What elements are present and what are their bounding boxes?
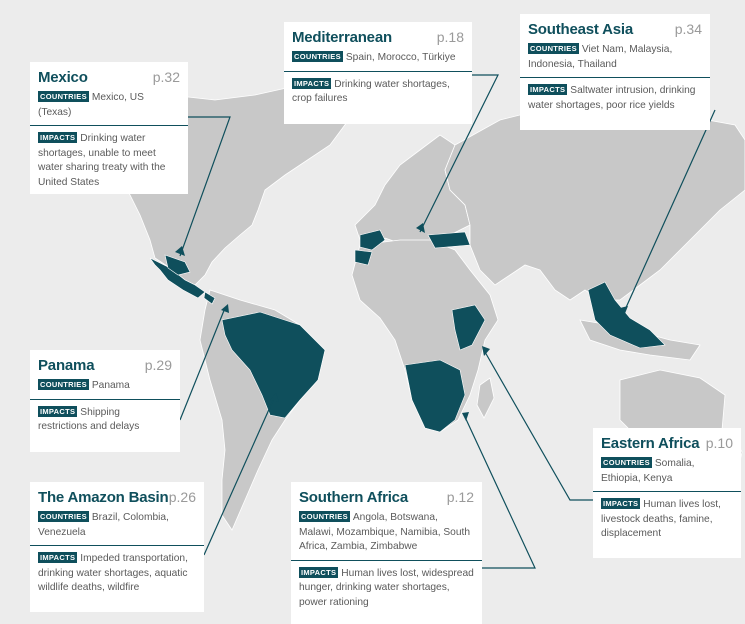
region-title: Panama	[38, 357, 95, 374]
countries-tag: COUNTRIES	[38, 379, 89, 390]
countries-tag: COUNTRIES	[38, 511, 89, 522]
page-reference: p.34	[674, 21, 702, 37]
countries-text: Viet Nam, Malaysia, Indonesia, Thailand	[528, 44, 673, 70]
page-reference: p.10	[705, 435, 733, 451]
impacts-tag: IMPACTS	[292, 77, 332, 89]
land-asia	[444, 104, 745, 301]
impacts-text: Drinking water shortages, crop failures	[292, 78, 450, 105]
leader-southeast-asia	[623, 109, 716, 313]
leader-amazon	[203, 395, 276, 556]
impacts-text: Human lives lost, livestock deaths, fami…	[601, 499, 721, 539]
countries-tag: COUNTRIES	[292, 51, 343, 62]
impacts-text: Impeded transportation, drinking water s…	[38, 553, 188, 593]
divider	[284, 70, 472, 72]
drought-amazon	[221, 311, 326, 419]
divider	[593, 491, 741, 492]
impacts-tag: IMPACTS	[299, 566, 339, 578]
divider	[30, 545, 204, 546]
impacts-text: Saltwater intrusion, drinking water shor…	[528, 85, 696, 111]
impacts-text: Shipping restrictions and delays	[38, 406, 140, 433]
countries-text: Spain, Morocco, Türkiye	[345, 52, 456, 63]
divider	[30, 125, 188, 126]
page-reference: p.26	[168, 489, 196, 505]
region-card-eastern-africa[interactable]: Eastern Africa p.10 COUNTRIES Somalia, Et…	[593, 428, 741, 558]
impacts-tag: IMPACTS	[528, 84, 568, 95]
drought-panama	[203, 291, 216, 305]
region-title: Eastern Africa	[601, 435, 700, 452]
land-madagascar	[476, 377, 495, 419]
region-title: The Amazon Basin	[38, 489, 169, 506]
region-title: Mexico	[38, 69, 88, 86]
divider	[291, 559, 482, 561]
leader-mexico	[179, 116, 231, 257]
impacts-text: Drinking water shortages, unable to meet…	[38, 133, 166, 188]
region-title: Mediterranean	[292, 29, 392, 46]
region-card-panama[interactable]: Panama p.29 COUNTRIES Panama IMPACTS Shipp…	[30, 350, 180, 452]
impacts-text: Human lives lost, widespread hunger, dri…	[299, 567, 474, 608]
divider	[30, 398, 180, 400]
drought-eastern-africa	[451, 304, 486, 351]
leader-panama	[179, 307, 226, 421]
countries-tag: COUNTRIES	[38, 91, 89, 102]
region-card-mediterranean[interactable]: Mediterranean p.18 COUNTRIES Spain, Moroc…	[284, 22, 472, 124]
divider	[520, 77, 710, 78]
drought-texas	[164, 254, 191, 276]
page-reference: p.18	[436, 29, 464, 45]
countries-text: Panama	[91, 380, 130, 391]
drought-spain	[359, 229, 386, 251]
drought-southern-africa	[404, 359, 466, 433]
impacts-tag: IMPACTS	[38, 405, 78, 417]
countries-tag: COUNTRIES	[299, 511, 350, 522]
impacts-tag: IMPACTS	[601, 498, 641, 509]
impacts-tag: IMPACTS	[38, 132, 78, 143]
page-reference: p.29	[144, 357, 172, 373]
region-card-southeast-asia[interactable]: Southeast Asia p.34 COUNTRIES Viet Nam, M…	[520, 14, 710, 130]
region-card-southern-africa[interactable]: Southern Africa p.12 COUNTRIES Angola, Bo…	[291, 482, 482, 624]
countries-tag: COUNTRIES	[528, 43, 579, 54]
drought-morocco	[354, 249, 373, 266]
page-reference: p.12	[446, 489, 474, 505]
leader-southern-africa	[464, 416, 536, 569]
drought-turkiye	[427, 231, 471, 249]
impacts-tag: IMPACTS	[38, 552, 78, 563]
region-title: Southern Africa	[299, 489, 408, 506]
countries-text: Angola, Botswana, Malawi, Mozambique, Na…	[299, 512, 470, 552]
leader-eastern-africa	[484, 351, 593, 501]
drought-mexico	[149, 257, 206, 299]
drought-southeast-asia	[587, 281, 666, 349]
countries-text: Mexico, US (Texas)	[38, 92, 144, 118]
region-title: Southeast Asia	[528, 21, 634, 38]
region-card-amazon[interactable]: The Amazon Basin p.26 COUNTRIES Brazil, C…	[30, 482, 204, 612]
region-card-mexico[interactable]: Mexico p.32 COUNTRIES Mexico, US (Texas) …	[30, 62, 188, 194]
countries-text: Brazil, Colombia, Venezuela	[38, 512, 169, 538]
countries-tag: COUNTRIES	[601, 457, 652, 468]
page-reference: p.32	[152, 69, 180, 85]
countries-text: Somalia, Ethiopia, Kenya	[601, 458, 695, 484]
